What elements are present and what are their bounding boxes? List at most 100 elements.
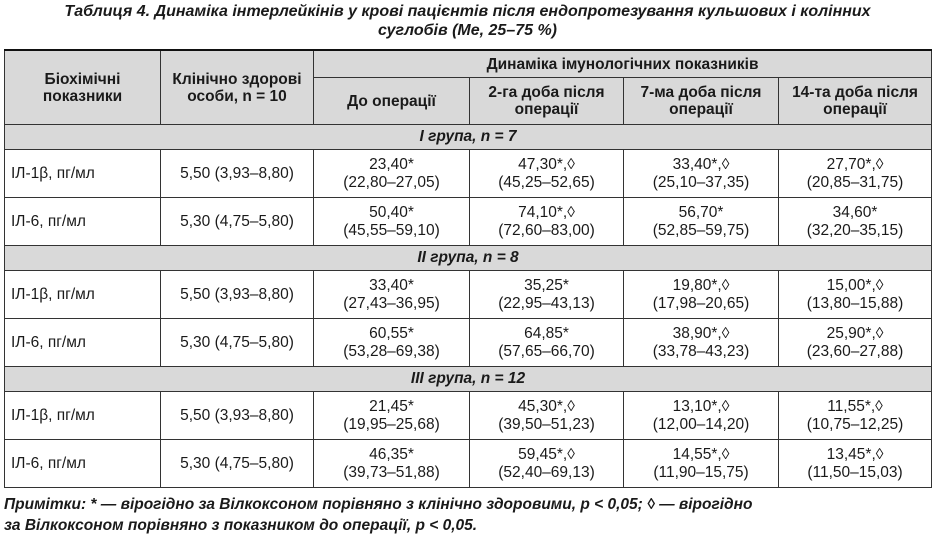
median-value: 38,90*,◊ [672,324,730,342]
range-value: (53,28–69,38) [343,342,440,360]
median-value: 56,70* [678,203,724,221]
range-value: (52,85–59,75) [652,221,750,239]
range-value: (23,60–27,88) [806,342,904,360]
range-value: (57,65–66,70) [498,342,595,360]
healthy-value: 5,30 (4,75–5,80) [160,197,314,246]
range-value: (33,78–43,23) [652,342,750,360]
range-value: (13,80–15,88) [806,294,904,312]
dynamics-cell: 50,40* (45,55–59,10) [313,197,470,246]
dynamics-cell: 59,45*,◊ (52,40–69,13) [469,439,624,488]
header-healthy: Клінічно здорові особи, n = 10 [160,49,314,125]
header-row-2: До операції 2-га доба після операції 7-м… [5,77,933,125]
range-value: (22,80–27,05) [343,173,440,191]
table-caption: Таблиця 4. Динаміка інтерлейкінів у кров… [0,2,935,40]
dynamics-cell: 27,70*,◊ (20,85–31,75) [777,149,933,198]
indicator-name: ІЛ-1β, пг/мл [4,391,161,440]
indicator-name: ІЛ-6, пг/мл [4,197,161,246]
median-value: 60,55* [369,324,414,342]
dynamics-cell: 15,00*,◊ (13,80–15,88) [777,270,933,319]
range-value: (32,20–35,15) [806,221,904,239]
header-day-7: 7-ма доба після операції [623,77,779,125]
caption-line-2: суглобів (Me, 25–75 %) [377,22,558,39]
dynamics-cell: 19,80*,◊ (17,98–20,65) [623,270,779,319]
median-value: 25,90*,◊ [826,324,884,342]
dynamics-cell: 14,55*,◊ (11,90–15,75) [623,439,779,488]
dynamics-cell: 64,85* (57,65–66,70) [469,318,624,367]
median-value: 64,85* [524,324,569,342]
group-row: III група, n = 12 [3,366,933,392]
range-value: (45,25–52,65) [498,173,595,191]
healthy-value: 5,50 (3,93–8,80) [160,391,314,440]
range-value: (19,95–25,68) [343,415,440,433]
table-body: I група, n = 7 ІЛ-1β, пг/мл 5,50 (3,93–8,8… [3,124,933,488]
median-value: 74,10*,◊ [518,203,575,221]
range-value: (17,98–20,65) [652,294,750,312]
median-value: 50,40* [369,203,414,221]
dynamics-cell: 23,40* (22,80–27,05) [313,149,470,198]
dynamics-cell: 35,25* (22,95–43,13) [469,270,624,319]
caption-line-1: Таблиця 4. Динаміка інтерлейкінів у кров… [64,3,871,20]
indicator-name: ІЛ-6, пг/мл [4,318,161,367]
header-row-1: Біохімічні показники Клінічно здорові ос… [4,49,933,125]
range-value: (12,00–14,20) [652,415,750,433]
dynamics-cell: 13,45*,◊ (11,50–15,03) [777,439,933,488]
header-indicator: Біохімічні показники [4,49,161,125]
table-row: ІЛ-6, пг/мл 5,30 (4,75–5,80) 50,40* (45,55–… [4,197,933,246]
median-value: 13,45*,◊ [826,445,884,463]
header-day-14: 14-та доба після операції [777,77,933,125]
range-value: (20,85–31,75) [806,173,904,191]
range-value: (10,75–12,25) [806,415,904,433]
indicator-name: ІЛ-1β, пг/мл [4,270,161,319]
median-value: 15,00*,◊ [826,276,884,294]
header-day-2: 2-га доба після операції [469,77,624,125]
table-row: ІЛ-6, пг/мл 5,30 (4,75–5,80) 60,55* (53,28–… [4,318,933,367]
healthy-value: 5,50 (3,93–8,80) [160,149,314,198]
group-title: III група, n = 12 [3,366,933,392]
range-value: (39,50–51,23) [498,415,595,433]
healthy-value: 5,30 (4,75–5,80) [160,439,314,488]
group-row: I група, n = 7 [3,124,933,150]
dynamics-cell: 25,90*,◊ (23,60–27,88) [777,318,933,367]
interleukin-table: Біохімічні показники Клінічно здорові ос… [3,49,933,488]
median-value: 45,30*,◊ [518,397,575,415]
dynamics-cell: 56,70* (52,85–59,75) [623,197,779,246]
indicator-name: ІЛ-1β, пг/мл [4,149,161,198]
range-value: (11,50–15,03) [807,463,903,481]
range-value: (45,55–59,10) [343,221,440,239]
median-value: 23,40* [369,155,414,173]
group-title: II група, n = 8 [3,245,933,271]
dynamics-cell: 33,40* (27,43–36,95) [313,270,470,319]
group-row: II група, n = 8 [3,245,933,271]
healthy-value: 5,50 (3,93–8,80) [160,270,314,319]
range-value: (11,90–15,75) [653,463,749,481]
dynamics-cell: 45,30*,◊ (39,50–51,23) [469,391,624,440]
dynamics-cell: 60,55* (53,28–69,38) [313,318,470,367]
range-value: (22,95–43,13) [498,294,595,312]
range-value: (52,40–69,13) [498,463,595,481]
dynamics-cell: 33,40*,◊ (25,10–37,35) [623,149,779,198]
median-value: 13,10*,◊ [672,397,730,415]
median-value: 14,55*,◊ [672,445,730,463]
note-line-1: Примітки: * — вірогідно за Вілкоксоном п… [4,496,753,513]
dynamics-cell: 47,30*,◊ (45,25–52,65) [469,149,624,198]
table-row: ІЛ-1β, пг/мл 5,50 (3,93–8,80) 33,40* (27,43… [4,270,933,319]
range-value: (27,43–36,95) [343,294,440,312]
indicator-name: ІЛ-6, пг/мл [4,439,161,488]
dynamics-cell: 13,10*,◊ (12,00–14,20) [623,391,779,440]
table-row: ІЛ-1β, пг/мл 5,50 (3,93–8,80) 23,40* (22,80… [4,149,933,198]
header-before-surgery: До операції [313,77,470,125]
dynamics-cell: 38,90*,◊ (33,78–43,23) [623,318,779,367]
range-value: (25,10–37,35) [652,173,750,191]
range-value: (72,60–83,00) [498,221,595,239]
median-value: 19,80*,◊ [672,276,730,294]
median-value: 33,40* [369,276,414,294]
dynamics-cell: 74,10*,◊ (72,60–83,00) [469,197,624,246]
dynamics-cell: 34,60* (32,20–35,15) [777,197,933,246]
median-value: 46,35* [369,445,414,463]
median-value: 59,45*,◊ [518,445,575,463]
median-value: 11,55*,◊ [827,397,883,415]
table-row: ІЛ-6, пг/мл 5,30 (4,75–5,80) 46,35* (39,73–… [4,439,933,488]
median-value: 27,70*,◊ [826,155,884,173]
median-value: 47,30*,◊ [518,155,575,173]
dynamics-cell: 46,35* (39,73–51,88) [313,439,470,488]
